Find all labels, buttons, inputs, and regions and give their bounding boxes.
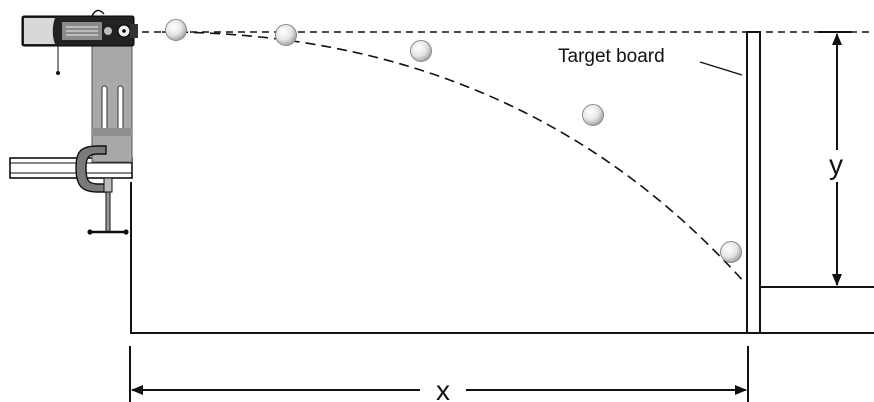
- target-board-leader: [699, 61, 743, 76]
- launcher-stand: [91, 41, 133, 163]
- x-dimension: [129, 346, 749, 402]
- target-board: [746, 31, 761, 334]
- table-edge: [9, 157, 133, 179]
- y-label: y: [829, 149, 843, 180]
- target-board-label: Target board: [558, 46, 665, 67]
- trajectory-path: [161, 31, 746, 284]
- x-label: x: [436, 375, 450, 402]
- table-outline: [130, 182, 874, 334]
- ball-position: [275, 24, 297, 46]
- ball-position: [720, 241, 742, 263]
- ball-position: [165, 19, 187, 41]
- ball-position: [582, 104, 604, 126]
- projectile-launcher: [21, 9, 138, 75]
- y-dimension: [818, 31, 852, 288]
- ball-position: [410, 40, 432, 62]
- c-clamp: [75, 145, 129, 235]
